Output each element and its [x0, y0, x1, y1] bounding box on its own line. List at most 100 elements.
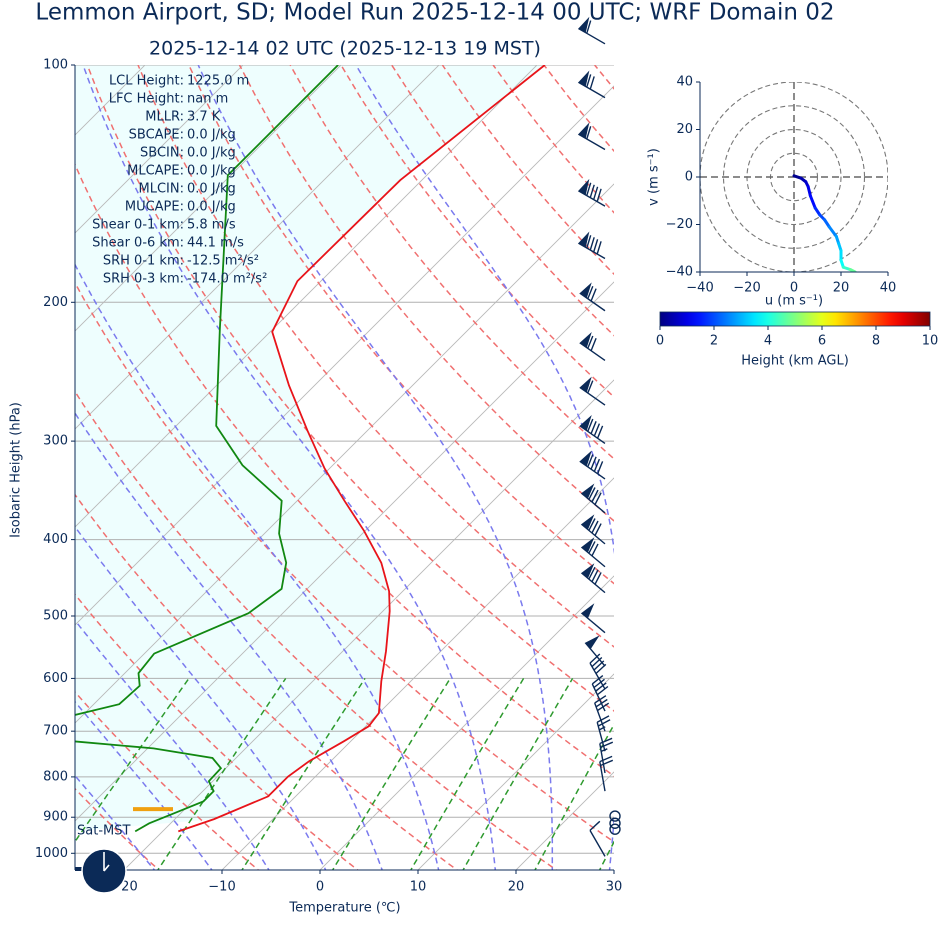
- dry-adiabat: [340, 65, 614, 399]
- wind-barb-calm: [609, 823, 621, 835]
- stat-label: SBCIN:: [140, 146, 184, 161]
- wind-barb: [591, 675, 609, 712]
- y-tick-label: 200: [43, 295, 68, 310]
- moist-adiabat: [75, 262, 440, 870]
- colorbar-tick-label: 10: [922, 334, 938, 349]
- stat-value: -12.5 m²/s²: [187, 254, 259, 269]
- stat-value: 3.7 K: [187, 110, 221, 125]
- chart-subtitle: 2025-12-14 02 UTC (2025-12-13 19 MST): [149, 38, 541, 60]
- stat-label: MUCAPE:: [125, 200, 184, 215]
- stat-value: -174.0 m²/s²: [187, 272, 267, 287]
- wind-barb-calm: [609, 817, 621, 829]
- wind-barb: [580, 537, 606, 568]
- x-tick-label: 10: [410, 880, 427, 895]
- y-tick-label: 900: [43, 810, 68, 825]
- dry-adiabat: [75, 281, 614, 843]
- x-tick-label: −10: [208, 880, 235, 895]
- plot-area: [75, 47, 938, 873]
- wind-barb: [579, 282, 606, 312]
- hodo-segment: [827, 225, 838, 238]
- stat-value: 1225.0 m: [187, 74, 249, 89]
- hodo-x-tick-label: 40: [880, 281, 897, 296]
- stat-label: SRH 0-3 km:: [103, 272, 184, 287]
- hodo-x-tick-label: 0: [790, 281, 798, 296]
- y-tick-label: 300: [43, 434, 68, 449]
- colorbar-tick-label: 2: [710, 334, 718, 349]
- mixing-ratio-line: [410, 678, 525, 870]
- stat-label: Shear 0-1 km:: [92, 218, 184, 233]
- clock-label: Sat-MST: [77, 824, 130, 839]
- colorbar-tick-label: 0: [656, 334, 664, 349]
- dry-adiabat: [391, 65, 614, 337]
- temperature-profile: [178, 65, 546, 833]
- stat-value: 0.0 J/kg: [187, 200, 236, 215]
- wind-barb-calm: [609, 810, 621, 822]
- isotherm: [709, 47, 938, 873]
- wind-barb: [577, 16, 606, 45]
- moist-adiabat: [75, 774, 156, 870]
- wind-barb: [577, 70, 606, 99]
- cloud-shading: [75, 65, 545, 832]
- moist-adiabat: [75, 525, 327, 870]
- moist-adiabat: [75, 411, 383, 870]
- dry-adiabat: [75, 493, 459, 870]
- isotherm: [75, 65, 538, 528]
- wind-barb: [580, 483, 606, 514]
- wind-barb: [579, 450, 606, 480]
- mixing-ratio-line: [241, 677, 366, 870]
- wind-barb: [577, 178, 606, 207]
- stat-value: 0.0 J/kg: [187, 182, 236, 197]
- wind-barb: [579, 376, 606, 406]
- stat-value: 5.8 m/s: [187, 218, 236, 233]
- stat-label: MLCIN:: [139, 182, 184, 197]
- wind-barb: [579, 415, 606, 444]
- hodo-x-tick-label: −40: [686, 281, 713, 296]
- colorbar-tick-label: 4: [764, 334, 772, 349]
- moist-adiabat: [355, 65, 614, 870]
- isotherm: [75, 281, 614, 822]
- colorbar-label: Height (km AGL): [741, 354, 849, 369]
- stat-value: 44.1 m/s: [187, 236, 244, 251]
- dry-adiabat: [75, 593, 359, 870]
- x-tick-label: 30: [606, 880, 623, 895]
- dry-adiabat: [645, 65, 938, 873]
- hodo-y-tick-label: 0: [685, 170, 693, 185]
- hodo-y-tick-label: 40: [676, 75, 693, 90]
- stat-label: LFC Height:: [109, 92, 184, 107]
- stat-label: SRH 0-1 km:: [103, 254, 184, 269]
- stat-label: Shear 0-6 km:: [92, 236, 184, 251]
- dewpoint-profile: [75, 65, 339, 833]
- isotherm: [75, 65, 342, 332]
- isotherm: [221, 477, 614, 870]
- wind-barb: [594, 695, 610, 732]
- isotherm: [75, 65, 244, 234]
- stat-label: MLLR:: [145, 110, 184, 125]
- wind-barb: [580, 563, 606, 594]
- dry-adiabat: [492, 65, 614, 214]
- x-tick-label: 0: [316, 880, 324, 895]
- hodo-y-tick-label: 20: [676, 122, 693, 137]
- hodo-ring: [722, 105, 866, 249]
- dry-adiabat: [75, 390, 558, 870]
- mixing-ratio-line: [331, 678, 451, 870]
- wind-barb: [596, 715, 611, 752]
- wind-barb: [580, 603, 606, 634]
- stat-label: MLCAPE:: [127, 164, 184, 179]
- stat-value: 0.0 J/kg: [187, 146, 236, 161]
- moist-adiabat: [75, 619, 270, 870]
- dry-adiabat: [75, 690, 260, 870]
- hodo-y-tick-label: −20: [666, 217, 693, 232]
- hodo-y-label: v (m s⁻¹): [647, 148, 662, 206]
- x-axis-label: Temperature (℃): [288, 901, 400, 916]
- dry-adiabat: [188, 65, 614, 585]
- hodo-segment: [808, 194, 817, 210]
- isotherm: [123, 379, 614, 870]
- wind-barb: [577, 122, 606, 151]
- stat-value: 0.0 J/kg: [187, 128, 236, 143]
- isotherm: [417, 673, 614, 870]
- mixing-ratio-line: [156, 677, 287, 870]
- colorbar: [659, 311, 931, 327]
- y-tick-label: 500: [43, 608, 68, 623]
- wind-barb: [579, 332, 606, 361]
